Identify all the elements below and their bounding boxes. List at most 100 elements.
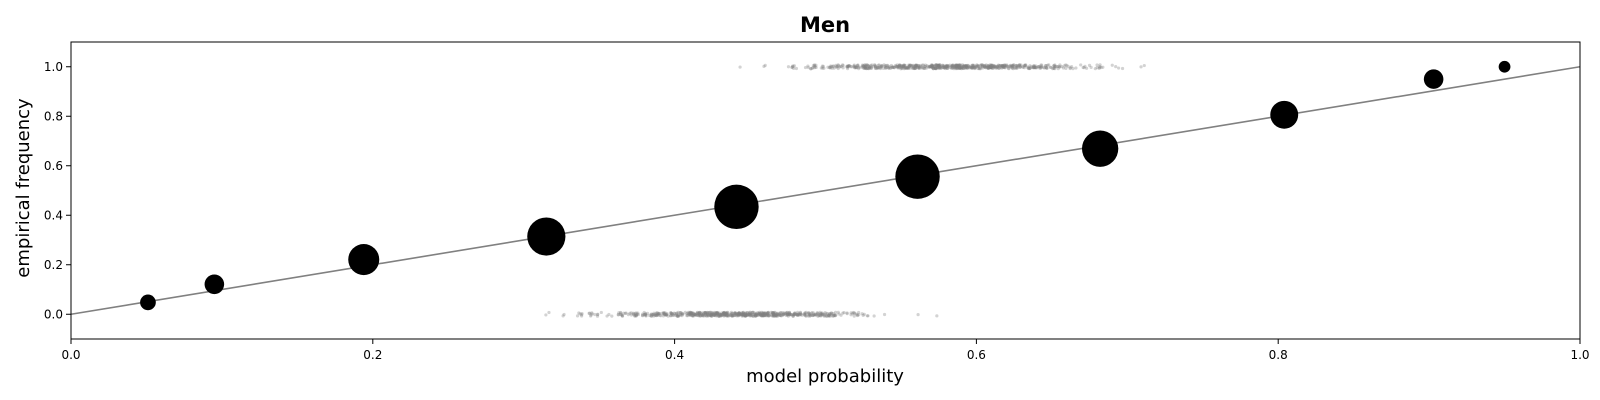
outcome-point <box>1017 63 1022 67</box>
outcome-point <box>957 65 961 69</box>
outcome-point <box>944 65 948 69</box>
outcome-point <box>740 313 744 317</box>
outcome-point <box>1027 66 1031 70</box>
outcome-point <box>882 63 886 67</box>
outcome-point <box>873 63 877 68</box>
outcome-point <box>717 312 721 316</box>
outcome-point <box>673 313 678 318</box>
outcome-point <box>928 64 932 69</box>
outcome-point <box>722 310 726 315</box>
outcome-point <box>710 311 714 315</box>
outcome-point <box>715 311 720 315</box>
outcome-point <box>748 312 752 316</box>
outcome-point <box>825 311 829 316</box>
outcome-point <box>703 312 708 316</box>
outcome-point <box>766 314 770 318</box>
outcome-point <box>811 311 816 315</box>
outcome-point <box>715 312 719 316</box>
outcome-point <box>965 66 969 70</box>
outcome-point <box>651 312 655 317</box>
outcome-point <box>847 64 852 68</box>
outcome-point <box>735 312 739 316</box>
outcome-point <box>717 313 721 318</box>
outcome-point <box>1002 63 1007 67</box>
outcome-point <box>902 63 906 67</box>
outcome-point <box>1003 63 1007 68</box>
outcome-point <box>619 311 623 315</box>
outcome-point <box>756 311 761 316</box>
outcome-point <box>1038 66 1042 70</box>
outcome-point <box>852 314 856 318</box>
outcome-point <box>734 312 738 316</box>
y-tick-label: 0.4 <box>44 208 63 222</box>
outcome-point <box>815 311 819 315</box>
outcome-point <box>617 311 621 315</box>
outcome-point <box>562 312 566 317</box>
outcome-point <box>685 311 689 315</box>
outcome-point <box>765 313 770 317</box>
outcome-point <box>1097 65 1102 70</box>
outcome-point <box>793 311 797 315</box>
outcome-point <box>930 63 934 67</box>
outcome-point <box>755 313 760 317</box>
calibration-point <box>140 294 156 311</box>
outcome-point <box>765 312 769 316</box>
outcome-point <box>623 311 627 315</box>
outcome-point <box>792 311 796 315</box>
outcome-point <box>894 64 898 68</box>
outcome-point <box>989 65 994 69</box>
outcome-point <box>828 65 832 69</box>
outcome-point <box>784 311 788 315</box>
outcome-point <box>849 64 853 69</box>
outcome-point <box>725 314 729 318</box>
outcome-point <box>803 311 808 316</box>
outcome-point <box>772 312 776 316</box>
outcome-point <box>652 313 657 317</box>
outcome-point <box>1003 63 1007 68</box>
outcome-point <box>724 311 728 315</box>
outcome-point <box>827 313 831 317</box>
outcome-point <box>715 312 720 316</box>
outcome-point <box>968 65 972 69</box>
outcome-point <box>806 311 810 315</box>
outcome-point <box>761 312 766 316</box>
outcome-point <box>817 314 821 318</box>
outcome-point <box>1001 63 1005 68</box>
outcome-point <box>771 311 775 315</box>
outcome-point <box>712 312 716 317</box>
outcome-point <box>827 313 831 318</box>
outcome-point <box>745 311 749 315</box>
outcome-point <box>808 313 812 318</box>
outcome-point <box>1039 65 1043 69</box>
outcome-point <box>868 65 872 69</box>
outcome-point <box>1068 66 1072 70</box>
outcome-point <box>701 312 706 316</box>
outcome-point <box>1011 64 1015 68</box>
outcome-point <box>670 312 675 316</box>
outcome-point <box>731 314 735 318</box>
outcome-point <box>958 66 962 70</box>
outcome-point <box>925 64 929 68</box>
outcome-point <box>688 310 693 314</box>
outcome-point <box>779 313 783 318</box>
outcome-point <box>726 311 730 315</box>
outcome-point <box>746 313 750 317</box>
outcome-point <box>634 314 638 318</box>
outcome-point <box>937 66 941 70</box>
outcome-point <box>737 313 741 317</box>
outcome-point <box>955 66 959 70</box>
outcome-point <box>725 314 729 318</box>
outcome-point <box>814 312 818 316</box>
outcome-point <box>789 312 793 317</box>
outcome-point <box>754 313 759 317</box>
outcome-point <box>770 311 774 315</box>
outcome-point <box>987 64 991 69</box>
outcome-point <box>1044 66 1048 70</box>
outcome-point <box>994 66 998 70</box>
outcome-point <box>671 313 675 318</box>
outcome-point <box>791 64 795 68</box>
outcome-point <box>1053 67 1057 71</box>
outcome-point <box>688 313 692 317</box>
outcome-point <box>787 311 791 315</box>
outcome-point <box>865 314 869 318</box>
